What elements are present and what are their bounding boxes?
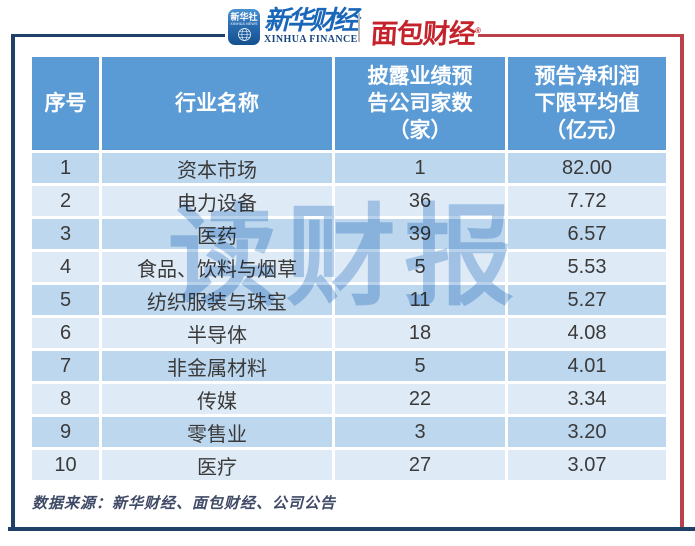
cell-count: 3 bbox=[335, 417, 505, 447]
cell-profit: 3.07 bbox=[508, 450, 666, 480]
cell-industry: 医药 bbox=[102, 219, 332, 249]
cell-industry: 电力设备 bbox=[102, 186, 332, 216]
xinhua-finance-logo: 新华财经 XINHUA FINANCE bbox=[264, 5, 359, 46]
registered-mark: ® bbox=[474, 26, 481, 35]
cell-industry: 医疗 bbox=[102, 450, 332, 480]
cell-profit: 4.08 bbox=[508, 318, 666, 348]
frame-bottom-rule bbox=[8, 527, 695, 531]
cell-no: 8 bbox=[32, 384, 99, 414]
logo-divider bbox=[358, 13, 360, 42]
cell-count: 5 bbox=[335, 351, 505, 381]
cell-profit: 82.00 bbox=[508, 153, 666, 183]
header-industry: 行业名称 bbox=[102, 57, 332, 150]
cell-profit: 3.20 bbox=[508, 417, 666, 447]
cell-no: 4 bbox=[32, 252, 99, 282]
cell-industry: 半导体 bbox=[102, 318, 332, 348]
cell-no: 5 bbox=[32, 285, 99, 315]
cell-no: 2 bbox=[32, 186, 99, 216]
cell-no: 10 bbox=[32, 450, 99, 480]
header-company-count: 披露业绩预 告公司家数 （家） bbox=[335, 57, 505, 150]
cell-profit: 7.72 bbox=[508, 186, 666, 216]
cell-profit: 5.53 bbox=[508, 252, 666, 282]
frame-left-border bbox=[11, 34, 15, 527]
cell-profit: 6.57 bbox=[508, 219, 666, 249]
xinhua-finance-cn: 新华财经 bbox=[264, 5, 359, 35]
cell-industry: 传媒 bbox=[102, 384, 332, 414]
cell-industry: 食品、饮料与烟草 bbox=[102, 252, 332, 282]
cell-count: 11 bbox=[335, 285, 505, 315]
cell-no: 9 bbox=[32, 417, 99, 447]
xinhua-icon-sublabel: XINHUA NEWS bbox=[230, 21, 258, 26]
cell-industry: 零售业 bbox=[102, 417, 332, 447]
cell-no: 6 bbox=[32, 318, 99, 348]
cell-count: 36 bbox=[335, 186, 505, 216]
globe-icon bbox=[237, 28, 251, 41]
cell-count: 27 bbox=[335, 450, 505, 480]
industry-forecast-table: 序号 行业名称 披露业绩预 告公司家数 （家） 预告净利润 下限平均值 （亿元）… bbox=[32, 57, 666, 480]
cell-count: 18 bbox=[335, 318, 505, 348]
xinhua-news-agency-icon: 新华社 XINHUA NEWS bbox=[228, 9, 260, 45]
cell-profit: 5.27 bbox=[508, 285, 666, 315]
header-profit-avg: 预告净利润 下限平均值 （亿元） bbox=[508, 57, 666, 150]
cell-count: 22 bbox=[335, 384, 505, 414]
xinhua-icon-label: 新华社 bbox=[230, 12, 258, 22]
frame-right-border bbox=[680, 34, 684, 527]
mianbao-finance-logo: 面包财经® bbox=[370, 12, 482, 51]
mianbao-finance-cn: 面包财经 bbox=[369, 19, 476, 49]
cell-profit: 3.34 bbox=[508, 384, 666, 414]
data-source-note: 数据来源：新华财经、面包财经、公司公告 bbox=[32, 494, 337, 512]
cell-industry: 纺织服装与珠宝 bbox=[102, 285, 332, 315]
frame-top-left-rule bbox=[11, 34, 225, 37]
header-no: 序号 bbox=[32, 57, 99, 150]
cell-industry: 资本市场 bbox=[102, 153, 332, 183]
cell-no: 1 bbox=[32, 153, 99, 183]
cell-industry: 非金属材料 bbox=[102, 351, 332, 381]
cell-no: 7 bbox=[32, 351, 99, 381]
cell-count: 5 bbox=[335, 252, 505, 282]
xinhua-finance-en: XINHUA FINANCE bbox=[264, 34, 358, 45]
cell-count: 1 bbox=[335, 153, 505, 183]
cell-no: 3 bbox=[32, 219, 99, 249]
frame-top-right-rule bbox=[478, 34, 684, 37]
cell-count: 39 bbox=[335, 219, 505, 249]
cell-profit: 4.01 bbox=[508, 351, 666, 381]
